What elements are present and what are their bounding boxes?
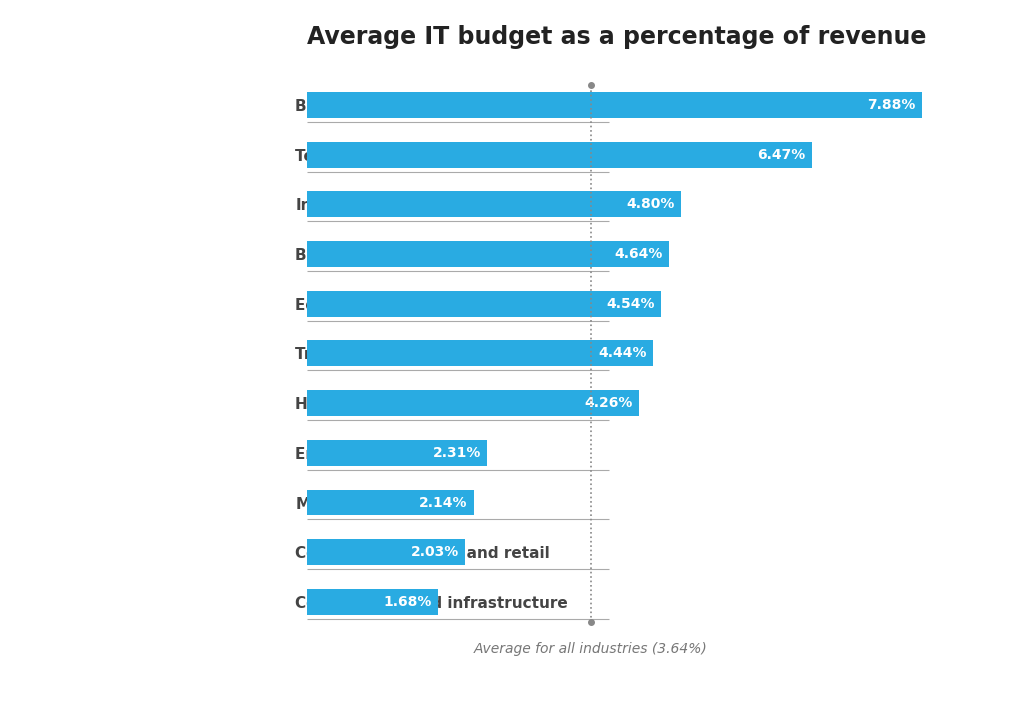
Text: 2.31%: 2.31% [433, 446, 481, 460]
Text: 6.47%: 6.47% [757, 148, 806, 161]
Bar [307, 142, 812, 167]
Bar [307, 191, 681, 217]
Text: 4.54%: 4.54% [606, 297, 655, 311]
Bar [307, 440, 487, 466]
Text: 7.88%: 7.88% [867, 98, 915, 112]
Bar [307, 340, 653, 366]
Text: 2.14%: 2.14% [419, 495, 468, 510]
Text: 2.03%: 2.03% [411, 545, 459, 559]
Text: 4.26%: 4.26% [585, 396, 633, 410]
Bar [307, 291, 662, 316]
Text: Average for all industries (3.64%): Average for all industries (3.64%) [474, 642, 708, 656]
Bar [307, 539, 466, 565]
Text: Average IT budget as a percentage of revenue: Average IT budget as a percentage of rev… [307, 25, 927, 49]
Bar [307, 92, 922, 118]
Bar [307, 589, 438, 615]
Bar [307, 489, 474, 515]
Bar [307, 241, 669, 267]
Text: 4.64%: 4.64% [614, 247, 663, 261]
Text: 4.80%: 4.80% [627, 198, 675, 211]
Text: 4.44%: 4.44% [599, 346, 647, 361]
Text: 1.68%: 1.68% [384, 595, 432, 609]
Bar [307, 390, 639, 416]
